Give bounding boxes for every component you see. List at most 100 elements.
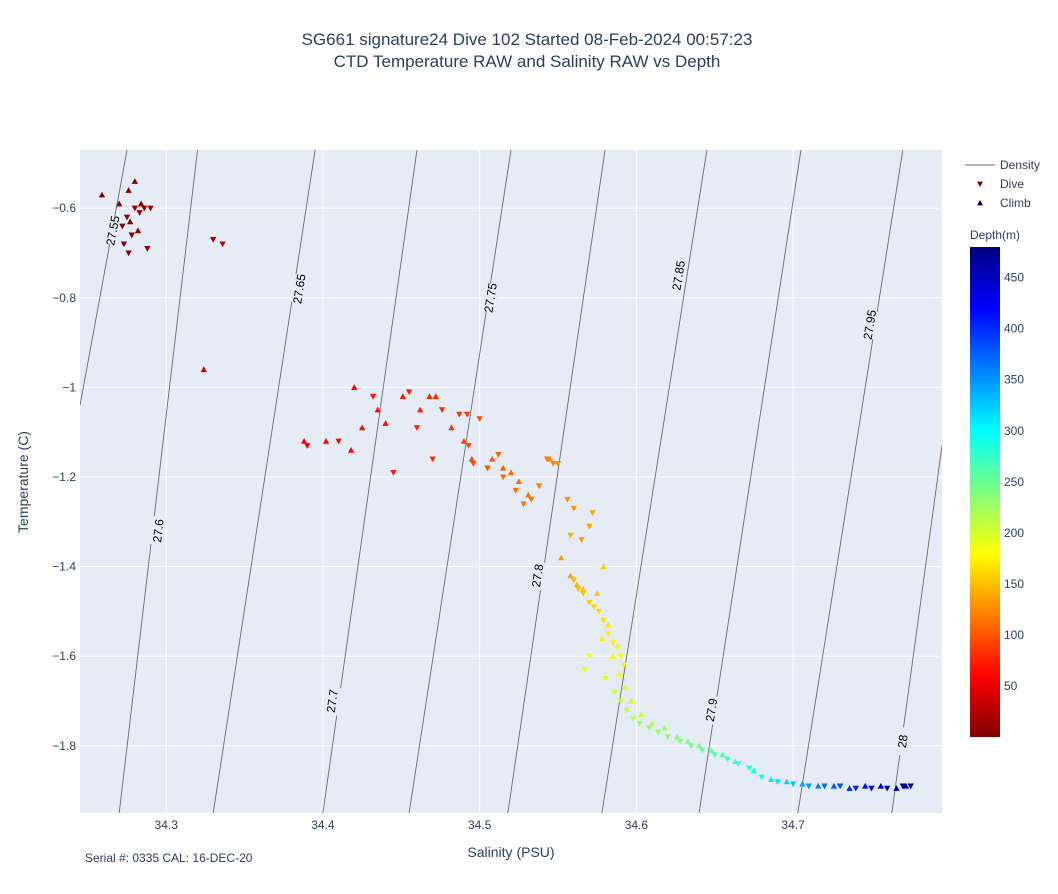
- climb-point: [507, 469, 515, 476]
- x-tick-label: 34.5: [468, 818, 492, 832]
- climb-point: [499, 464, 507, 471]
- density-contour-27.95: [797, 150, 904, 813]
- climb-point: [684, 738, 692, 744]
- data-points: [98, 178, 914, 792]
- dive-point: [586, 653, 593, 660]
- dive-point: [805, 783, 812, 790]
- climb-point: [448, 424, 455, 431]
- dive-point: [645, 725, 653, 732]
- climb-point: [594, 590, 601, 597]
- climb-point: [719, 751, 726, 758]
- legend-label: Climb: [1000, 196, 1031, 210]
- x-tick-label: 34.7: [781, 818, 805, 832]
- dive-point: [543, 456, 551, 463]
- dive-point: [144, 245, 151, 252]
- dive-point: [614, 644, 621, 651]
- climb-point: [573, 581, 581, 588]
- dive-point: [609, 640, 617, 646]
- dive-point: [429, 456, 436, 463]
- contour-label: 27.65: [290, 273, 308, 305]
- dive-point: [463, 411, 471, 418]
- x-tick-label: 34.6: [625, 818, 649, 832]
- dive-point: [128, 232, 135, 239]
- dive-point: [465, 443, 472, 449]
- dive-point: [617, 653, 624, 660]
- contour-label-bg: [893, 726, 912, 757]
- climb-point: [648, 720, 656, 726]
- climb-point: [628, 697, 635, 704]
- dive-point: [438, 407, 446, 414]
- dive-point: [595, 608, 602, 615]
- dive-point: [579, 590, 587, 597]
- colorbar-tick-label: 100: [1004, 628, 1024, 642]
- dive-point: [136, 210, 143, 216]
- dive-point: [600, 617, 607, 624]
- contour-label-bg: [323, 686, 342, 716]
- dive-point: [711, 752, 718, 758]
- legend-item-climb[interactable]: Climb: [977, 196, 1031, 210]
- climb-point: [695, 742, 703, 749]
- x-tick-label: 34.3: [155, 818, 179, 832]
- dive-point: [630, 716, 637, 723]
- climb-point: [846, 785, 853, 791]
- dive-point: [724, 756, 731, 763]
- dive-point: [578, 537, 585, 543]
- climb-point: [609, 653, 617, 659]
- climb-point: [604, 621, 612, 628]
- contour-label-bg: [481, 282, 500, 313]
- climb-point: [468, 455, 476, 462]
- climb-point: [374, 406, 381, 413]
- density-contours: 27.55 27.6 27.65 27.7 27.75 27.8 27.85 27.9 27.9…: [80, 150, 942, 813]
- contour-label: 27.7: [324, 688, 341, 713]
- dive-point: [484, 465, 491, 472]
- colorbar-gradient: [970, 247, 1000, 737]
- climb-point: [615, 670, 623, 677]
- dive-point: [570, 577, 577, 584]
- climb-point: [399, 393, 407, 399]
- legend[interactable]: Density Dive Climb: [965, 158, 1040, 210]
- contour-label: 27.75: [481, 282, 499, 314]
- dive-point: [405, 389, 413, 396]
- climb-point: [416, 406, 424, 413]
- contour-label: 27.6: [150, 518, 167, 543]
- dive-point: [664, 734, 671, 741]
- contour-label-bg: [669, 260, 688, 291]
- climb-point: [862, 782, 869, 789]
- climb-point: [598, 635, 606, 641]
- dive-point: [536, 483, 543, 490]
- y-tick-label: −0.8: [52, 291, 76, 305]
- dive-point: [147, 205, 154, 212]
- plot-area: [80, 150, 942, 813]
- climb-point: [557, 554, 565, 561]
- climb-point: [347, 446, 355, 453]
- climb-point: [877, 782, 885, 789]
- y-tick-label: −0.6: [52, 201, 76, 215]
- climb-point: [358, 424, 366, 431]
- dive-point: [499, 474, 507, 481]
- climb-point: [814, 782, 822, 789]
- density-contour-27.6: [118, 150, 198, 813]
- dive-point: [120, 241, 128, 248]
- dive-point: [567, 532, 574, 539]
- dive-point: [476, 416, 483, 422]
- legend-marker-symbol: [977, 181, 983, 187]
- dive-point: [554, 461, 562, 467]
- density-contour-27.75: [408, 150, 512, 813]
- climb-point: [322, 437, 330, 444]
- chart-subtitle: CTD Temperature RAW and Salinity RAW vs …: [334, 52, 721, 71]
- legend-item-density[interactable]: Density: [965, 158, 1040, 172]
- dive-point: [789, 781, 797, 788]
- dive-point: [623, 707, 631, 714]
- dive-point: [575, 586, 582, 593]
- contour-label: 27.95: [861, 308, 880, 340]
- density-contour-27.85: [601, 150, 708, 813]
- legend-item-dive[interactable]: Dive: [977, 177, 1024, 191]
- climb-point: [115, 200, 123, 207]
- dive-point: [677, 738, 684, 745]
- dive-point: [550, 461, 557, 467]
- dive-point: [907, 783, 914, 790]
- dive-point: [589, 510, 596, 517]
- dive-point: [604, 631, 612, 638]
- dive-point: [655, 729, 662, 736]
- dive-point: [821, 783, 828, 790]
